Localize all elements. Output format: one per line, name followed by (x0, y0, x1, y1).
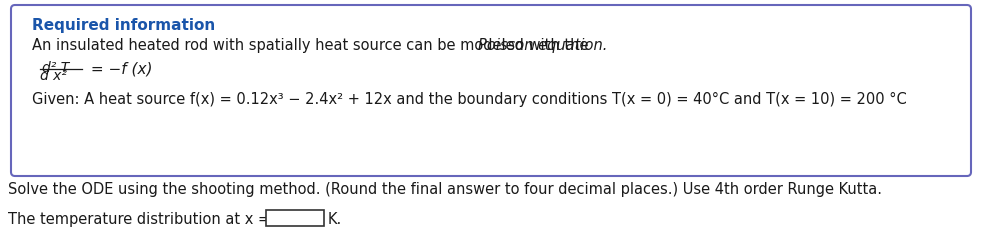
FancyBboxPatch shape (11, 5, 971, 176)
Text: d x²: d x² (40, 69, 67, 83)
Text: Solve the ODE using the shooting method. (Round the final answer to four decimal: Solve the ODE using the shooting method.… (8, 182, 882, 197)
Text: K.: K. (328, 212, 343, 227)
Text: The temperature distribution at x = 4 is: The temperature distribution at x = 4 is (8, 212, 305, 227)
Text: Required information: Required information (32, 18, 215, 33)
Text: Given: A heat source f(x) = 0.12x³ − 2.4x² + 12x and the boundary conditions T(x: Given: A heat source f(x) = 0.12x³ − 2.4… (32, 92, 906, 107)
Text: d² T: d² T (42, 61, 70, 75)
Bar (266, 210, 324, 226)
Text: Poisson equation.: Poisson equation. (478, 38, 608, 53)
Text: An insulated heated rod with spatially heat source can be modeled with the: An insulated heated rod with spatially h… (32, 38, 593, 53)
Text: = −f (x): = −f (x) (86, 62, 152, 77)
